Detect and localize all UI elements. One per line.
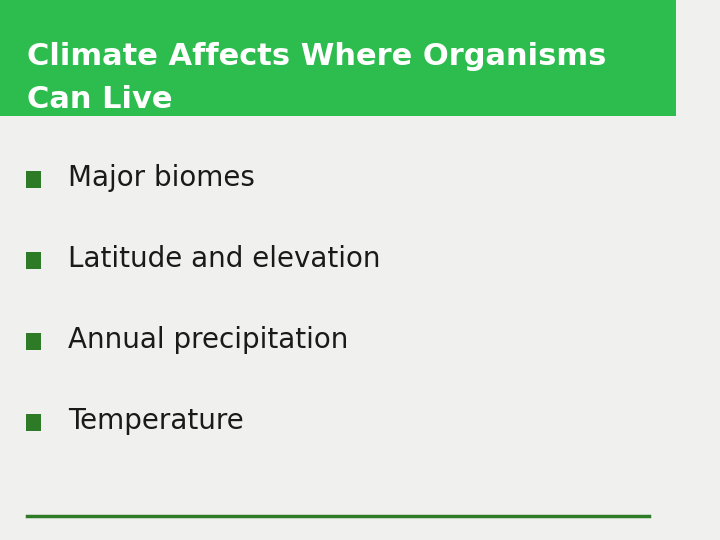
FancyBboxPatch shape bbox=[26, 252, 40, 269]
Text: Can Live: Can Live bbox=[27, 85, 173, 114]
Text: Temperature: Temperature bbox=[68, 407, 243, 435]
Text: Annual precipitation: Annual precipitation bbox=[68, 326, 348, 354]
Text: Major biomes: Major biomes bbox=[68, 164, 254, 192]
FancyBboxPatch shape bbox=[0, 0, 676, 116]
Text: Climate Affects Where Organisms: Climate Affects Where Organisms bbox=[27, 42, 606, 71]
FancyBboxPatch shape bbox=[26, 414, 40, 431]
Text: Latitude and elevation: Latitude and elevation bbox=[68, 245, 380, 273]
FancyBboxPatch shape bbox=[26, 333, 40, 350]
FancyBboxPatch shape bbox=[26, 171, 40, 188]
